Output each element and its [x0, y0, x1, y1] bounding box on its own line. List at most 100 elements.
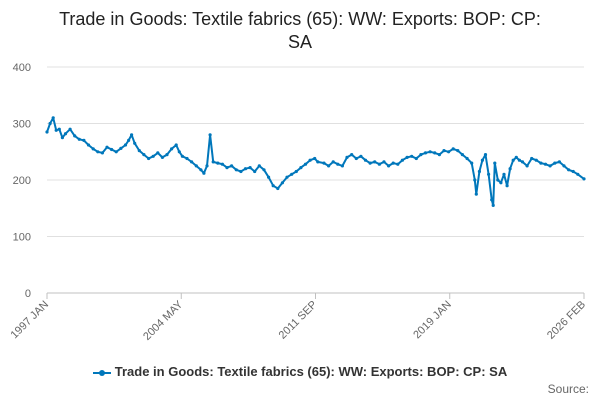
data-point [567, 168, 571, 172]
data-point [180, 154, 184, 158]
data-point [262, 168, 266, 172]
data-point [354, 156, 358, 161]
data-point [442, 149, 446, 153]
x-tick-label: 1997 JAN [8, 299, 51, 342]
data-point [96, 150, 100, 154]
data-point [170, 147, 174, 151]
data-point [514, 155, 518, 159]
data-point [576, 172, 580, 176]
data-point [350, 153, 354, 157]
data-point [105, 145, 109, 149]
data-point [557, 160, 562, 164]
data-point [548, 164, 552, 168]
data-point [211, 160, 215, 164]
legend-swatch-icon [92, 367, 111, 379]
data-point [68, 127, 72, 131]
data-point [562, 164, 566, 168]
data-point [508, 167, 512, 171]
data-point [525, 164, 529, 168]
data-point [499, 181, 503, 185]
y-tick-label: 400 [13, 62, 31, 74]
data-point [239, 169, 243, 174]
data-point [477, 169, 481, 174]
data-point [543, 162, 548, 166]
data-point [331, 160, 335, 164]
data-point [511, 158, 515, 162]
data-point [490, 198, 494, 202]
data-point [363, 158, 368, 162]
data-point [405, 155, 409, 159]
data-point [340, 164, 344, 168]
data-point [142, 153, 146, 157]
y-tick-label: 300 [13, 119, 31, 131]
data-point [57, 127, 61, 131]
data-point [396, 162, 400, 166]
data-point [276, 186, 280, 191]
data-point [474, 192, 478, 196]
data-point [460, 153, 464, 157]
data-point [465, 156, 469, 161]
data-point [165, 153, 169, 157]
data-point [382, 160, 386, 164]
series-line [46, 116, 585, 207]
data-point [483, 153, 488, 157]
data-point [428, 150, 432, 154]
data-point [359, 154, 363, 158]
data-point [400, 158, 404, 162]
data-point [137, 149, 141, 153]
data-point [185, 156, 189, 161]
data-point [487, 172, 491, 176]
legend[interactable]: Trade in Goods: Textile fabrics (65): WW… [0, 364, 600, 379]
data-point [230, 164, 234, 168]
data-point [54, 128, 58, 132]
data-point [377, 162, 381, 166]
data-point [48, 121, 52, 126]
legend-label: Trade in Goods: Textile fabrics (65): WW… [114, 364, 508, 379]
data-point [336, 162, 340, 166]
data-point [582, 177, 586, 181]
chart-title-line-1: Trade in Goods: Textile fabrics (65): WW… [59, 9, 541, 29]
data-point [316, 160, 320, 164]
data-point [303, 162, 308, 166]
data-point [190, 160, 194, 164]
data-point [437, 153, 441, 157]
x-tick-label: 2011 SEP [277, 299, 320, 342]
data-point [100, 151, 104, 155]
data-point [45, 130, 49, 134]
data-point [86, 143, 91, 147]
data-point [387, 164, 391, 168]
data-point [63, 132, 68, 136]
data-point [91, 147, 95, 151]
data-point [423, 151, 428, 155]
data-point [127, 138, 131, 142]
y-tick-label: 200 [13, 175, 31, 187]
data-point [271, 184, 275, 188]
y-tick-label: 100 [13, 232, 31, 244]
data-point [234, 168, 238, 172]
data-point [130, 133, 134, 137]
data-point [451, 147, 455, 151]
data-point [530, 156, 534, 161]
data-point [520, 160, 525, 164]
data-point [290, 172, 294, 176]
data-point [280, 181, 284, 185]
data-point [447, 150, 451, 154]
chart-title-line-2: SA [287, 32, 312, 52]
data-point [470, 161, 474, 165]
data-point [174, 143, 178, 147]
data-point [51, 116, 55, 120]
data-point [160, 155, 164, 159]
data-point [299, 166, 303, 170]
data-point [248, 166, 252, 170]
data-point [285, 175, 289, 179]
data-point [82, 138, 86, 142]
data-point [151, 154, 155, 158]
data-point [267, 175, 271, 179]
data-point [410, 154, 414, 158]
data-point [368, 161, 372, 165]
data-point [571, 169, 575, 174]
data-point [208, 133, 212, 137]
data-point [147, 156, 151, 161]
series-group [45, 116, 586, 207]
